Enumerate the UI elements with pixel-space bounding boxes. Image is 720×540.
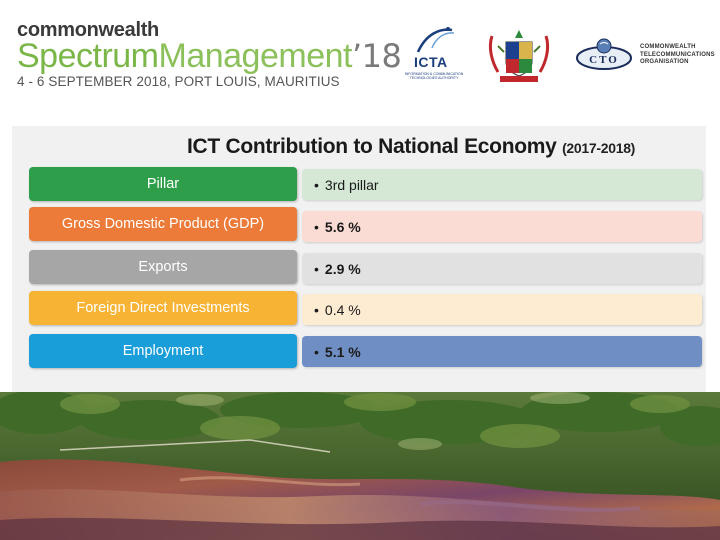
row-value-text: 3rd pillar <box>324 176 379 193</box>
row-value-text: 5.1 % <box>324 343 361 360</box>
brand-word-management: Management <box>158 37 353 75</box>
slide-title-period: (2017-2018) <box>562 140 636 156</box>
row-label-text: Pillar <box>146 176 180 192</box>
slide-title-text: ICT Contribution to National Economy <box>187 135 557 158</box>
cto-logo: CTO COMMONWEALTH TELECOMMUNICATIONS ORGA… <box>574 36 715 76</box>
cto-text-line3: ORGANISATION <box>640 59 689 65</box>
row-value-exports: • 2.9 % <box>302 253 702 284</box>
cto-text-line1: COMMONWEALTH <box>640 44 696 50</box>
coat-of-arms-icon <box>488 30 550 82</box>
row-value-text: 0.4 % <box>324 301 361 318</box>
row-label-fdi: Foreign Direct Investments <box>29 291 297 325</box>
brand-title: SpectrumManagement’18 <box>17 37 402 75</box>
brand-word-spectrum: Spectrum <box>17 37 159 75</box>
row-label-gdp: Gross Domestic Product (GDP) <box>29 207 297 241</box>
row-value-employment: • 5.1 % <box>302 336 702 367</box>
slide-title: ICT Contribution to National Economy (20… <box>187 135 635 159</box>
icta-logo: ICTA INFORMATION & COMMUNICATION TECHNOL… <box>404 24 464 84</box>
row-label-text: Gross Domestic Product (GDP) <box>61 216 265 232</box>
row-value-text: 5.6 % <box>324 218 361 235</box>
cto-label: CTO <box>589 54 619 66</box>
event-date: 4 - 6 SEPTEMBER 2018, PORT LOUIS, MAURIT… <box>17 74 340 89</box>
brand-year: ’18 <box>351 37 402 75</box>
bullet-icon: • <box>314 343 319 360</box>
brand-top-text: commonwealth <box>17 19 159 41</box>
bullet-icon: • <box>314 260 319 277</box>
cto-org-name: COMMONWEALTH TELECOMMUNICATIONS ORGANISA… <box>640 44 715 67</box>
row-value-gdp: • 5.6 % <box>302 211 702 242</box>
row-value-text: 2.9 % <box>324 260 361 277</box>
bullet-icon: • <box>314 218 319 235</box>
icta-swoosh-icon <box>416 27 455 53</box>
row-label-pillar: Pillar <box>29 167 297 201</box>
conference-brand: commonwealth SpectrumManagement’18 4 - 6… <box>17 19 402 89</box>
row-value-pillar: • 3rd pillar <box>302 169 702 200</box>
row-label-text: Employment <box>122 343 204 359</box>
row-label-employment: Employment <box>29 334 297 368</box>
coat-of-arms-logo <box>486 28 552 84</box>
bullet-icon: • <box>314 301 319 318</box>
row-label-text: Foreign Direct Investments <box>76 300 250 316</box>
icta-label: ICTA <box>414 54 448 70</box>
bullet-icon: • <box>314 176 319 193</box>
row-value-fdi: • 0.4 % <box>302 294 702 325</box>
icta-subtext: INFORMATION & COMMUNICATION TECHNOLOGIES… <box>404 72 464 80</box>
landscape-photo <box>0 392 720 540</box>
seven-coloured-earth-image <box>0 392 720 540</box>
cto-globe-icon: CTO <box>576 38 632 70</box>
cto-text-line2: TELECOMMUNICATIONS <box>640 51 715 58</box>
row-label-exports: Exports <box>29 250 297 284</box>
row-label-text: Exports <box>138 259 188 275</box>
